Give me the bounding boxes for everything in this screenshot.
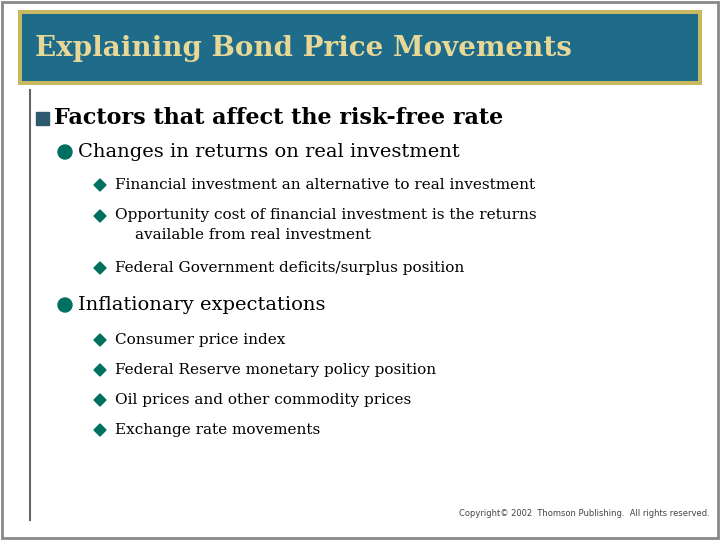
Text: Oil prices and other commodity prices: Oil prices and other commodity prices (115, 393, 411, 407)
Bar (22, 14, 698, 81)
Text: Consumer price index: Consumer price index (115, 333, 285, 347)
Circle shape (58, 298, 72, 312)
Text: Federal Government deficits/surplus position: Federal Government deficits/surplus posi… (115, 261, 464, 275)
Text: Financial investment an alternative to real investment: Financial investment an alternative to r… (115, 178, 535, 192)
Text: Copyright© 2002  Thomson Publishing.  All rights reserved.: Copyright© 2002 Thomson Publishing. All … (459, 509, 710, 518)
Circle shape (58, 145, 72, 159)
Text: Opportunity cost of financial investment is the returns: Opportunity cost of financial investment… (115, 208, 536, 222)
Text: Factors that affect the risk-free rate: Factors that affect the risk-free rate (54, 107, 503, 129)
Text: Changes in returns on real investment: Changes in returns on real investment (78, 143, 460, 161)
Text: Inflationary expectations: Inflationary expectations (78, 296, 325, 314)
Bar (18, 10, 702, 85)
Polygon shape (94, 179, 106, 191)
Text: available from real investment: available from real investment (135, 228, 371, 242)
Polygon shape (94, 262, 106, 274)
Text: Federal Reserve monetary policy position: Federal Reserve monetary policy position (115, 363, 436, 377)
Polygon shape (94, 424, 106, 436)
Bar (36, 111, 49, 125)
Text: Explaining Bond Price Movements: Explaining Bond Price Movements (35, 35, 572, 62)
Text: Exchange rate movements: Exchange rate movements (115, 423, 320, 437)
Polygon shape (94, 210, 106, 222)
Polygon shape (94, 394, 106, 406)
Polygon shape (94, 364, 106, 376)
Polygon shape (94, 334, 106, 346)
